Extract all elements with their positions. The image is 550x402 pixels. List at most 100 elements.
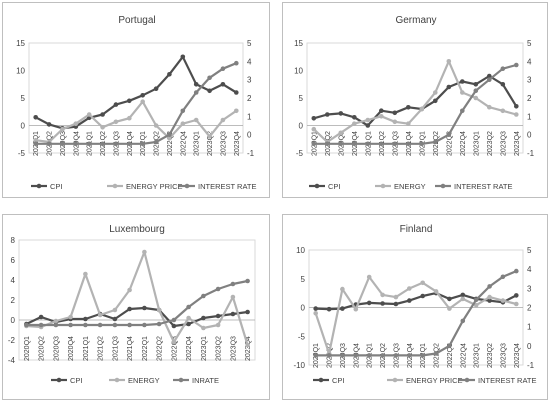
data-point — [156, 307, 162, 313]
data-point — [353, 306, 359, 312]
data-point — [245, 342, 250, 348]
data-point — [245, 278, 250, 284]
data-point — [140, 141, 145, 147]
series-line-1 — [35, 100, 237, 144]
legend-marker — [318, 377, 324, 383]
x-tick-label: 2023Q2 — [207, 131, 214, 156]
legend-label: ENERGY — [394, 182, 426, 191]
y-tick-left: 6 — [11, 256, 16, 265]
data-point — [86, 141, 92, 147]
data-point — [167, 136, 172, 141]
data-point — [380, 353, 385, 358]
data-point — [420, 280, 425, 286]
data-point — [392, 110, 398, 116]
data-point — [46, 141, 52, 147]
x-tick-label: 2023Q4 — [514, 343, 521, 368]
y-tick-left: 0 — [11, 316, 16, 325]
y-tick-left: 15 — [294, 39, 303, 48]
data-point — [313, 306, 318, 311]
y-tick-left: -5 — [298, 332, 306, 341]
plot-area — [18, 239, 256, 361]
data-point — [234, 108, 239, 114]
x-tick-label: 2021Q1 — [83, 336, 90, 361]
data-point — [68, 322, 73, 328]
legend-label: ENERGY — [128, 376, 160, 385]
data-point — [113, 102, 119, 107]
data-point — [207, 75, 212, 81]
data-point — [46, 122, 52, 127]
data-point — [419, 106, 425, 112]
legend-marker — [112, 183, 118, 189]
data-point — [180, 54, 186, 60]
y-tick-right: 4 — [247, 57, 252, 66]
data-point — [171, 317, 177, 323]
x-tick-label: 2023Q1 — [201, 336, 208, 361]
data-point — [366, 300, 372, 306]
data-point — [420, 353, 425, 358]
data-point — [473, 82, 479, 87]
x-tick-label: 2023Q1 — [194, 131, 201, 156]
legend-marker — [314, 183, 320, 189]
data-point — [380, 301, 385, 306]
data-point — [352, 121, 357, 126]
y-tick-right: -1 — [527, 361, 535, 370]
legend-label: CPI — [70, 376, 83, 385]
x-tick-label: 2023Q2 — [216, 336, 223, 361]
series-line-2 — [35, 62, 237, 145]
data-point — [406, 141, 411, 147]
data-point — [326, 353, 332, 358]
data-point — [86, 112, 92, 117]
data-point — [180, 108, 186, 114]
data-point — [407, 353, 412, 358]
data-point — [60, 126, 65, 132]
data-point — [380, 292, 385, 298]
data-point — [473, 88, 479, 93]
legend-label: CPI — [332, 376, 345, 385]
y-tick-left: -10 — [293, 361, 305, 370]
x-tick-label: 2023Q3 — [500, 131, 507, 156]
data-point — [127, 141, 132, 147]
data-point — [338, 111, 344, 116]
data-point — [112, 307, 118, 313]
data-point — [433, 289, 439, 294]
series-line-1 — [313, 60, 517, 144]
data-point — [433, 139, 438, 145]
legend-marker — [36, 183, 42, 189]
data-point — [33, 137, 38, 143]
data-point — [153, 139, 159, 145]
data-point — [127, 115, 132, 121]
x-tick-label: 2022Q3 — [446, 131, 453, 156]
data-point — [487, 284, 492, 289]
y-tick-left: -2 — [8, 336, 16, 345]
x-tick-label: 2022Q1 — [142, 336, 149, 361]
data-point — [167, 132, 172, 137]
chart-svg: Germany-5051015-10123452020Q12020Q22020Q… — [294, 15, 535, 191]
y-tick-right: 2 — [527, 304, 532, 313]
data-point — [186, 321, 191, 327]
data-point — [112, 316, 118, 322]
y-tick-right: 2 — [247, 94, 252, 103]
data-point — [153, 86, 159, 91]
y-tick-right: 1 — [527, 112, 532, 121]
data-point — [311, 126, 317, 132]
data-point — [365, 123, 371, 128]
x-tick-label: 2020Q2 — [39, 336, 46, 361]
data-point — [100, 112, 105, 117]
data-point — [113, 119, 119, 125]
data-point — [60, 141, 65, 147]
data-point — [230, 281, 236, 287]
data-point — [447, 296, 452, 302]
legend-label: CPI — [50, 182, 63, 191]
data-point — [325, 112, 330, 117]
y-tick-right: 3 — [247, 76, 252, 85]
series-line-2 — [315, 270, 517, 357]
data-point — [73, 121, 79, 126]
data-point — [366, 353, 372, 358]
data-point — [313, 353, 318, 358]
data-point — [487, 77, 492, 82]
data-point — [38, 322, 44, 328]
data-point — [24, 322, 29, 328]
y-tick-left: -4 — [8, 356, 16, 365]
data-point — [326, 306, 332, 312]
x-tick-label: 2022Q4 — [186, 336, 193, 361]
